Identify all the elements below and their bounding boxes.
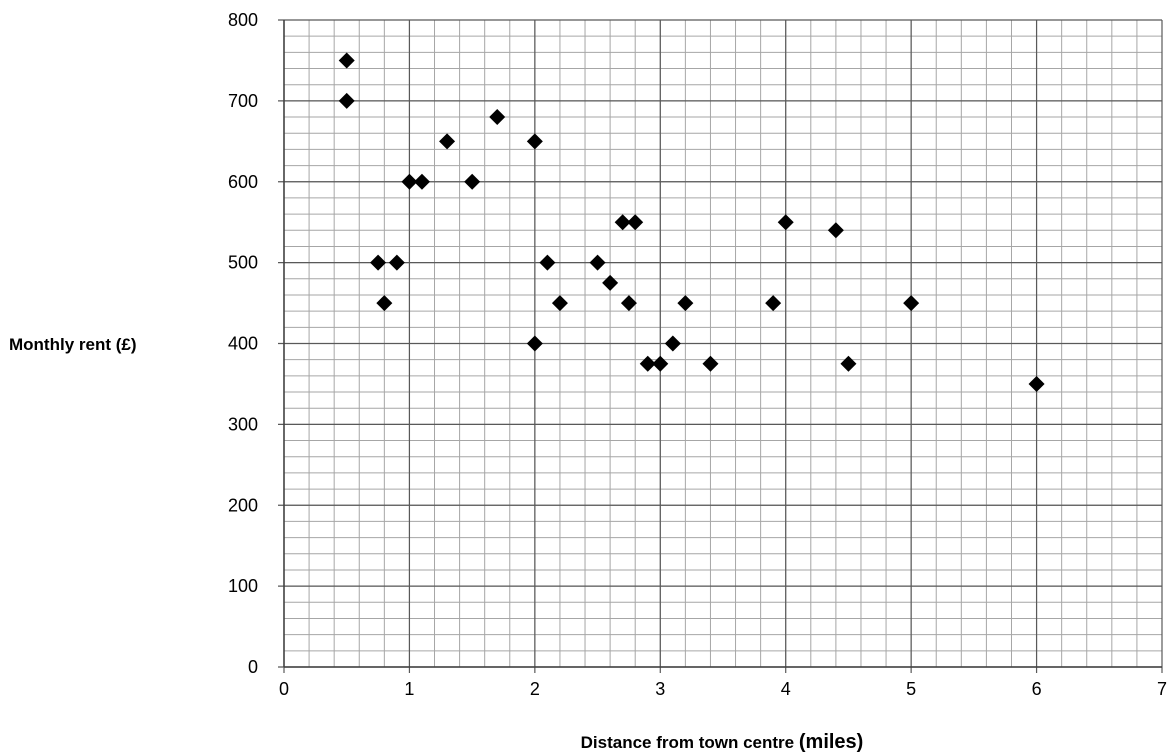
- data-point: [338, 92, 355, 109]
- major-gridlines: [278, 19, 1163, 673]
- y-tick-label: 400: [228, 334, 258, 354]
- x-tick-label: 4: [781, 679, 791, 699]
- x-axis-title: Distance from town centre (miles): [581, 731, 864, 753]
- data-point: [370, 254, 387, 271]
- x-tick-label: 7: [1157, 679, 1167, 699]
- y-tick-label: 800: [228, 10, 258, 30]
- data-point: [903, 295, 920, 312]
- x-tick-label: 2: [530, 679, 540, 699]
- data-point: [652, 355, 669, 372]
- y-axis-title: Monthly rent (£): [9, 335, 137, 354]
- data-point: [677, 295, 694, 312]
- y-tick-label: 200: [228, 495, 258, 515]
- data-point: [765, 295, 782, 312]
- x-tick-label: 0: [279, 679, 289, 699]
- x-tick-label: 6: [1032, 679, 1042, 699]
- y-tick-label: 100: [228, 576, 258, 596]
- data-point: [401, 173, 418, 190]
- axes: [283, 20, 1162, 668]
- data-point: [439, 133, 456, 150]
- data-point: [840, 355, 857, 372]
- data-point: [827, 222, 844, 239]
- x-tick-label: 5: [906, 679, 916, 699]
- data-point: [702, 355, 719, 372]
- y-tick-label: 0: [248, 657, 258, 677]
- y-tick-label: 700: [228, 91, 258, 111]
- x-axis-title-text: Distance from town centre: [581, 733, 795, 752]
- data-point: [551, 295, 568, 312]
- data-point: [489, 109, 506, 126]
- data-point: [1028, 375, 1045, 392]
- y-tick-label: 500: [228, 253, 258, 273]
- data-point: [526, 133, 543, 150]
- y-tick-label: 300: [228, 414, 258, 434]
- data-point: [620, 295, 637, 312]
- y-tick-label: 600: [228, 172, 258, 192]
- data-point: [388, 254, 405, 271]
- x-tick-label: 3: [655, 679, 665, 699]
- data-point: [464, 173, 481, 190]
- data-point: [413, 173, 430, 190]
- x-tick-labels: 0 1 2 3 4 5 6 7: [279, 679, 1167, 699]
- data-point: [589, 254, 606, 271]
- data-point: [777, 214, 794, 231]
- y-tick-labels: 0 100 200 300 400 500 600 700 800: [228, 10, 258, 677]
- data-point: [526, 335, 543, 352]
- x-axis-title-unit: (miles): [799, 731, 863, 753]
- x-tick-label: 1: [404, 679, 414, 699]
- data-point: [614, 214, 631, 231]
- data-point: [639, 355, 656, 372]
- data-point: [376, 295, 393, 312]
- data-points: [338, 52, 1045, 392]
- data-point: [664, 335, 681, 352]
- data-point: [338, 52, 355, 69]
- data-point: [602, 274, 619, 291]
- data-point: [627, 214, 644, 231]
- data-point: [539, 254, 556, 271]
